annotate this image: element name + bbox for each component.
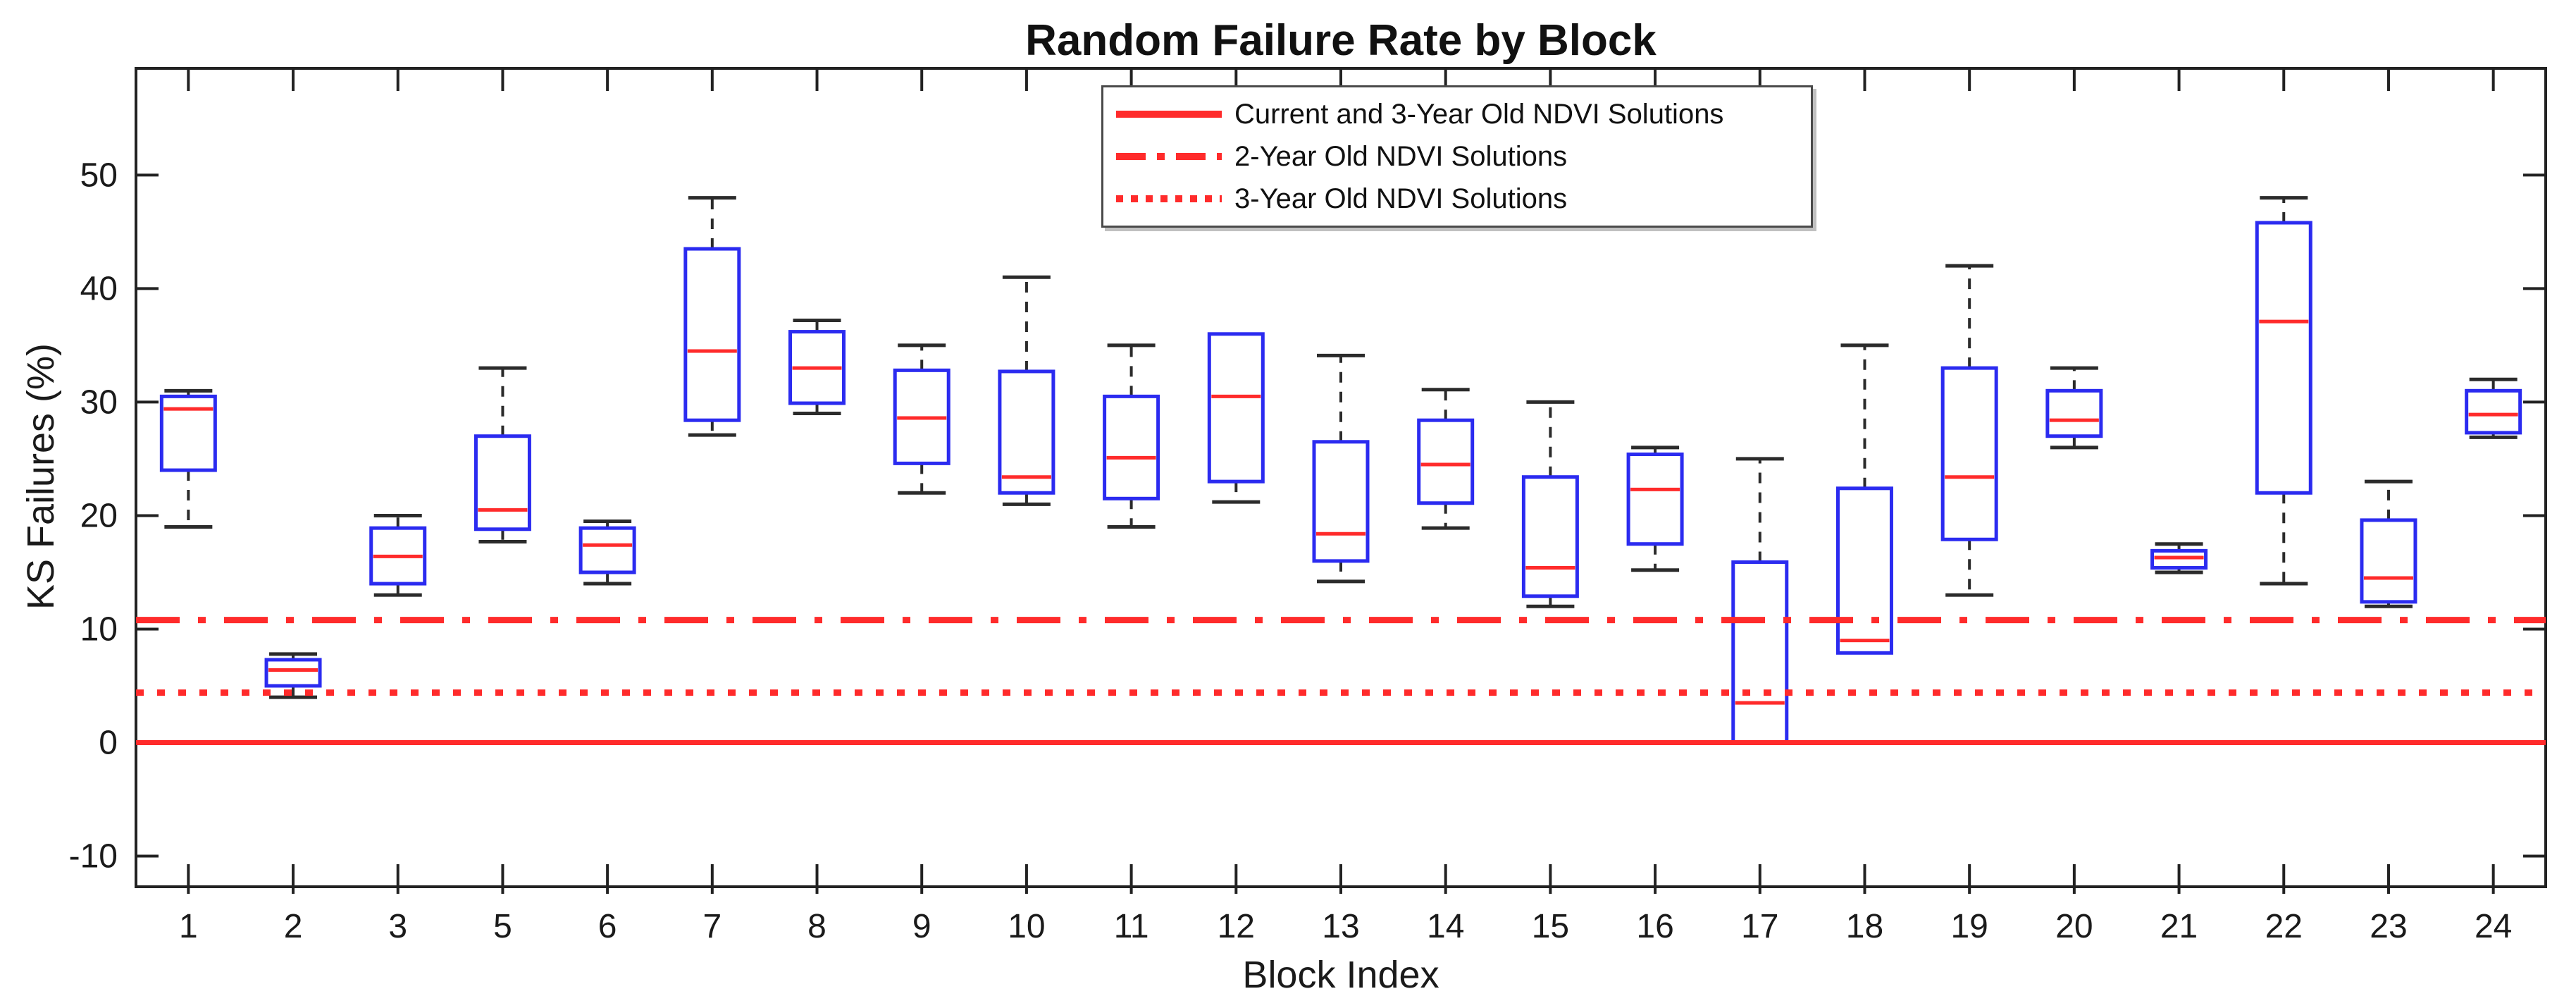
box-block-6 <box>578 519 636 586</box>
y-tick-label: 50 <box>80 156 118 194</box>
iqr-box <box>1417 418 1475 505</box>
iqr-box <box>1626 452 1684 546</box>
box-block-8 <box>788 318 846 416</box>
iqr-box <box>1312 440 1370 563</box>
iqr-box <box>1521 475 1579 598</box>
x-axis-label: Block Index <box>1242 954 1439 996</box>
x-tick-label: 19 <box>1950 908 1988 945</box>
x-tick-label: 2 <box>284 908 303 945</box>
legend: Current and 3-Year Old NDVI Solutions 2-… <box>1101 85 1813 228</box>
box-block-19 <box>1940 264 1998 597</box>
x-tick-label: 22 <box>2265 908 2303 945</box>
x-tick-label: 17 <box>1741 908 1778 945</box>
box-block-5 <box>473 366 531 543</box>
x-tick-label: 5 <box>493 908 512 945</box>
y-tick-label: 40 <box>80 270 118 307</box>
box-block-24 <box>2465 377 2522 439</box>
y-tick-label: 10 <box>80 610 118 648</box>
solid-line-icon <box>1116 111 1222 118</box>
iqr-box <box>683 247 741 422</box>
x-tick-label: 6 <box>598 908 617 945</box>
box-block-9 <box>893 343 950 495</box>
box-block-16 <box>1626 445 1684 572</box>
box-block-23 <box>2360 479 2417 608</box>
chart-title: Random Failure Rate by Block <box>1025 16 1657 65</box>
legend-row-3-year-solutions: 3-Year Old NDVI Solutions <box>1103 178 1811 220</box>
iqr-box <box>1940 366 1998 541</box>
x-tick-label: 3 <box>388 908 407 945</box>
iqr-box <box>1207 332 1265 484</box>
iqr-box <box>1835 486 1893 655</box>
x-tick-label: 14 <box>1427 908 1464 945</box>
iqr-box <box>2360 518 2417 604</box>
legend-row-current-solutions: Current and 3-Year Old NDVI Solutions <box>1103 93 1811 135</box>
box-block-1 <box>159 388 217 529</box>
iqr-box <box>2045 388 2103 438</box>
x-tick-label: 23 <box>2370 908 2407 945</box>
legend-label: 3-Year Old NDVI Solutions <box>1234 183 1568 214</box>
x-tick-label: 11 <box>1114 908 1149 945</box>
iqr-box <box>2465 388 2522 435</box>
x-tick-label: 10 <box>1008 908 1045 945</box>
legend-row-2-year-solutions: 2-Year Old NDVI Solutions <box>1103 135 1811 178</box>
y-tick-label: 0 <box>99 724 118 761</box>
box-block-11 <box>1103 343 1160 529</box>
box-block-15 <box>1521 400 1579 608</box>
dash-dot-line-icon <box>1116 153 1222 160</box>
iqr-box <box>1103 394 1160 500</box>
box-block-22 <box>2255 196 2312 586</box>
iqr-box <box>998 369 1055 495</box>
x-tick-label: 20 <box>2055 908 2093 945</box>
x-tick-label: 9 <box>912 908 931 945</box>
y-tick-label: 30 <box>80 383 118 421</box>
box-block-14 <box>1417 388 1475 530</box>
box-block-3 <box>369 513 427 597</box>
box-block-12 <box>1207 332 1265 504</box>
box-block-2 <box>264 652 322 699</box>
box-block-17 <box>1731 457 1789 744</box>
iqr-box <box>264 658 322 688</box>
x-tick-label: 13 <box>1322 908 1359 945</box>
legend-label: 2-Year Old NDVI Solutions <box>1234 140 1568 172</box>
y-tick-label: -10 <box>69 838 118 875</box>
y-tick-label: 20 <box>80 497 118 534</box>
x-tick-label: 21 <box>2160 908 2198 945</box>
iqr-box <box>578 526 636 574</box>
x-tick-label: 1 <box>179 908 198 945</box>
box-block-18 <box>1835 343 1893 655</box>
box-block-20 <box>2045 366 2103 450</box>
dotted-line-icon <box>1116 195 1222 202</box>
x-tick-label: 18 <box>1846 908 1883 945</box>
iqr-box <box>2255 221 2312 495</box>
x-tick-label: 16 <box>1636 908 1673 945</box>
box-block-21 <box>2150 542 2208 574</box>
box-block-10 <box>998 275 1055 506</box>
box-block-13 <box>1312 353 1370 584</box>
x-tick-label: 24 <box>2475 908 2512 945</box>
iqr-box <box>473 434 531 531</box>
iqr-box <box>1731 560 1789 744</box>
x-tick-label: 12 <box>1218 908 1255 945</box>
legend-label: Current and 3-Year Old NDVI Solutions <box>1234 98 1724 130</box>
x-tick-label: 8 <box>807 908 826 945</box>
box-block-7 <box>683 196 741 437</box>
x-tick-label: 15 <box>1532 908 1569 945</box>
x-tick-label: 7 <box>702 908 722 945</box>
